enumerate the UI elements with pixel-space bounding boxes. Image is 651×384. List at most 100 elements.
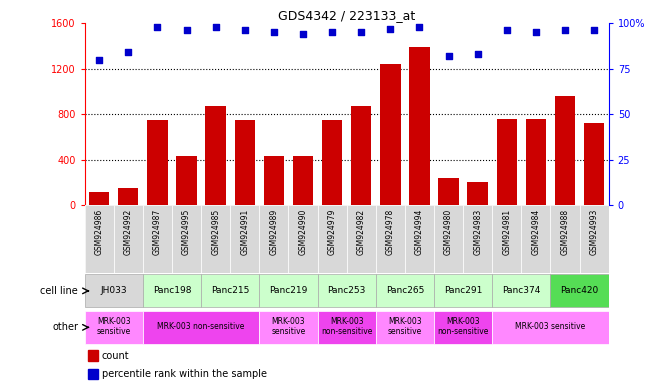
Bar (147, 120, 167, 205)
Bar (526, 119, 546, 205)
Text: GSM924979: GSM924979 (327, 209, 337, 255)
Bar (409, 47, 430, 205)
Point (240, 27, 250, 33)
Bar (322, 120, 342, 205)
Text: GSM924991: GSM924991 (240, 209, 249, 255)
Text: GSM924989: GSM924989 (270, 209, 279, 255)
Bar (434, 275, 492, 307)
Bar (497, 119, 517, 205)
Text: Panc198: Panc198 (153, 286, 191, 295)
Text: Panc420: Panc420 (561, 286, 599, 295)
Bar (463, 205, 492, 273)
Bar (201, 205, 230, 273)
Text: Panc374: Panc374 (502, 286, 540, 295)
Text: Panc215: Panc215 (211, 286, 249, 295)
Text: MRK-003
non-sensitive: MRK-003 non-sensitive (321, 317, 372, 336)
Text: GSM924978: GSM924978 (386, 209, 395, 255)
Point (269, 29, 279, 35)
Bar (259, 275, 318, 307)
Bar (206, 106, 226, 205)
Bar (230, 205, 259, 273)
Point (210, 24, 221, 30)
Bar (259, 205, 288, 273)
Bar (114, 205, 143, 273)
Point (182, 27, 192, 33)
Point (589, 27, 600, 33)
Bar (467, 182, 488, 205)
Text: GSM924992: GSM924992 (124, 209, 133, 255)
Text: GSM924990: GSM924990 (299, 209, 307, 255)
Point (531, 29, 541, 35)
Point (501, 27, 512, 33)
Text: MRK-003
non-sensitive: MRK-003 non-sensitive (437, 317, 489, 336)
Bar (555, 96, 575, 205)
Bar (376, 311, 434, 344)
Text: GSM924981: GSM924981 (503, 209, 511, 255)
Bar (176, 156, 197, 205)
Text: JH033: JH033 (100, 286, 127, 295)
Bar (172, 205, 201, 273)
Title: GDS4342 / 223133_at: GDS4342 / 223133_at (278, 9, 415, 22)
Bar (143, 311, 259, 344)
Text: GSM924987: GSM924987 (153, 209, 162, 255)
Bar (434, 205, 463, 273)
Bar (293, 156, 313, 205)
Bar (434, 311, 492, 344)
Point (94, 56, 104, 63)
Bar (318, 311, 376, 344)
Point (152, 24, 163, 30)
Bar (288, 205, 318, 273)
Point (356, 29, 367, 35)
Text: Panc219: Panc219 (270, 286, 308, 295)
Bar (264, 156, 284, 205)
Text: GSM924985: GSM924985 (211, 209, 220, 255)
Text: Panc291: Panc291 (444, 286, 482, 295)
Bar (492, 205, 521, 273)
Bar (259, 311, 318, 344)
Bar (89, 192, 109, 205)
Bar (405, 205, 434, 273)
Point (123, 49, 133, 55)
Bar (492, 275, 551, 307)
Text: GSM924983: GSM924983 (473, 209, 482, 255)
Text: MRK-003 non-sensitive: MRK-003 non-sensitive (158, 322, 245, 331)
Text: MRK-003
sensitive: MRK-003 sensitive (96, 317, 131, 336)
Text: GSM924993: GSM924993 (590, 209, 599, 255)
Bar (584, 123, 604, 205)
Bar (492, 311, 609, 344)
Bar (376, 205, 405, 273)
Bar (318, 205, 347, 273)
Bar (85, 205, 114, 273)
Bar (87, 350, 98, 361)
Bar (201, 275, 259, 307)
Point (414, 24, 424, 30)
Bar (143, 275, 201, 307)
Point (443, 53, 454, 59)
Bar (579, 205, 609, 273)
Bar (380, 64, 400, 205)
Bar (551, 205, 579, 273)
Text: MRK-003
sensitive: MRK-003 sensitive (271, 317, 305, 336)
Bar (143, 205, 172, 273)
Bar (85, 275, 143, 307)
Text: count: count (102, 351, 130, 361)
Bar (234, 120, 255, 205)
Bar (118, 188, 139, 205)
Bar (438, 178, 459, 205)
Bar (347, 205, 376, 273)
Text: GSM924994: GSM924994 (415, 209, 424, 255)
Text: GSM924988: GSM924988 (561, 209, 570, 255)
Point (560, 27, 570, 33)
Text: Panc253: Panc253 (327, 286, 366, 295)
Bar (551, 275, 609, 307)
Bar (87, 369, 98, 379)
Point (473, 51, 483, 57)
Text: GSM924980: GSM924980 (444, 209, 453, 255)
Text: GSM924982: GSM924982 (357, 209, 366, 255)
Point (385, 25, 396, 31)
Text: cell line: cell line (40, 286, 78, 296)
Bar (376, 275, 434, 307)
Text: Panc265: Panc265 (385, 286, 424, 295)
Text: MRK-003
sensitive: MRK-003 sensitive (388, 317, 422, 336)
Text: GSM924984: GSM924984 (531, 209, 540, 255)
